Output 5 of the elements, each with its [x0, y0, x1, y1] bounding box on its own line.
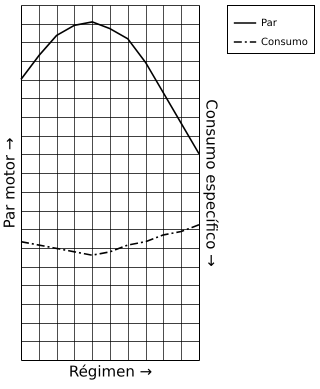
legend-label: Par [261, 18, 278, 29]
y-axis-title: Par motor → [0, 138, 18, 228]
y2-axis-title: Consumo específico → [202, 99, 220, 267]
legend-label: Consumo [261, 37, 308, 48]
x-axis-title: Régimen → [68, 362, 152, 380]
